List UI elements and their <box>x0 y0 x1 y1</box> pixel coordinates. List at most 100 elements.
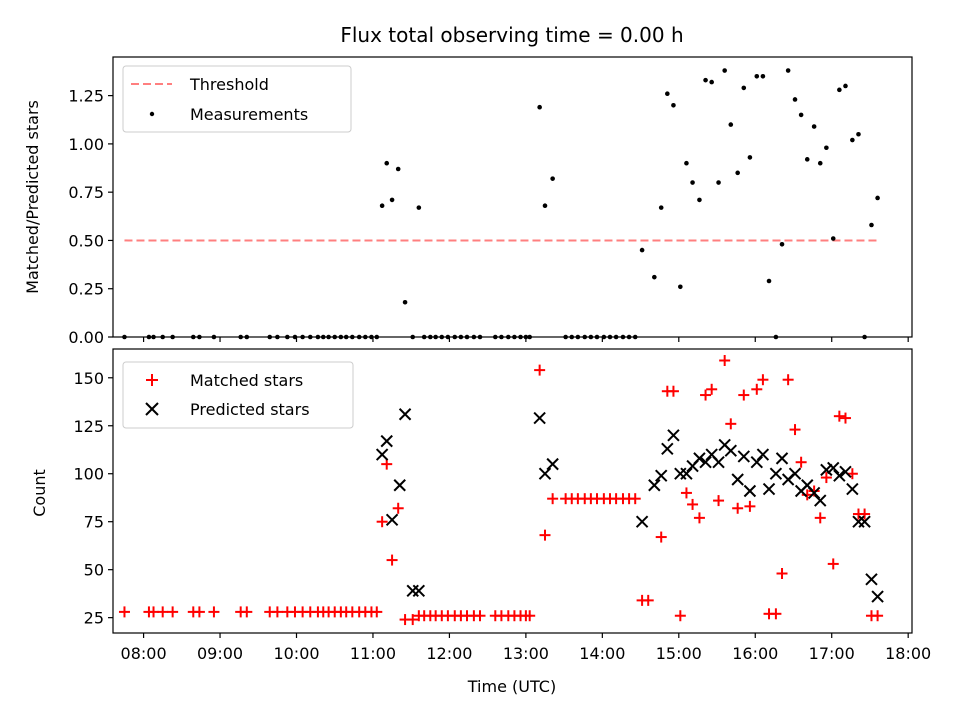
top-y-tick-label: 1.00 <box>68 135 104 154</box>
bottom-y-tick-label: 75 <box>84 513 104 532</box>
measurements-point <box>356 334 362 340</box>
measurements-point <box>588 334 594 340</box>
measurements-point <box>817 160 823 166</box>
bottom-plot-area: 08:00 09:00 10:00 11:00 12:00 13:00 14:00 15:00… <box>73 348 931 663</box>
top-legend: Threshold Measurements <box>122 65 352 133</box>
measurements-point <box>505 334 511 340</box>
x-tick-label: 14:00 <box>579 644 625 663</box>
matched-stars-point <box>667 385 679 397</box>
predicted-stars-point <box>661 442 674 455</box>
matched-stars-point <box>738 389 750 401</box>
measurements-point <box>445 334 451 340</box>
measurements-point <box>512 334 517 340</box>
matched-stars-point <box>376 516 388 528</box>
bottom-y-tick-label: 100 <box>73 465 104 484</box>
predicted-stars-point <box>865 573 878 586</box>
measurements-point <box>563 334 568 340</box>
measurements-point <box>343 334 349 340</box>
measurements-point <box>735 170 740 176</box>
predicted-stars-point <box>839 465 852 479</box>
predicted-stars-point <box>693 452 706 465</box>
measurements-point <box>542 203 548 208</box>
measurements-point <box>320 334 326 340</box>
measurements-point <box>537 104 542 110</box>
predicted-stars-point <box>412 584 426 597</box>
measurements-point <box>613 334 619 340</box>
legend-matched-label: Matched stars <box>190 371 303 390</box>
matched-stars-point <box>808 485 820 497</box>
measurements-point <box>697 197 702 203</box>
matched-stars-point <box>386 554 398 566</box>
predicted-stars-point <box>680 467 693 480</box>
matched-stars-point <box>719 355 731 367</box>
measurements-point <box>869 222 874 228</box>
measurements-point <box>307 334 313 340</box>
predicted-stars-point <box>750 456 763 469</box>
measurements-point <box>523 334 529 340</box>
matched-stars-point <box>687 498 699 510</box>
bottom-legend-frame <box>122 361 354 429</box>
measurements-point <box>433 334 438 340</box>
predicted-stars-point <box>775 452 789 465</box>
measurements-point <box>428 334 433 340</box>
predicted-stars-point <box>807 486 821 500</box>
matched-stars-point <box>118 606 130 618</box>
top-y-tick-label: 0.75 <box>68 183 104 202</box>
bottom-y-axis-label: Count <box>30 469 49 517</box>
matched-stars-point <box>744 500 756 512</box>
measurements-point <box>754 74 760 79</box>
measurements-point <box>620 334 626 340</box>
matched-stars-point <box>534 364 546 376</box>
bottom-y-tick-label: 125 <box>73 417 104 436</box>
top-y-tick-label: 0.25 <box>68 280 104 299</box>
measurements-point <box>830 236 836 241</box>
predicted-stars-point <box>769 467 783 480</box>
measurements-point <box>722 68 727 73</box>
matched-stars-point <box>820 472 832 484</box>
predicted-stars-point <box>788 467 802 480</box>
predicted-stars-point <box>846 482 859 496</box>
measurements-point <box>671 102 676 108</box>
predicted-stars-point <box>533 411 546 425</box>
predicted-stars-point <box>743 484 757 498</box>
matched-stars-point <box>241 606 253 618</box>
measurements-point <box>607 334 613 340</box>
measurements-point <box>458 334 464 340</box>
matched-stars-point <box>680 487 692 499</box>
measurements-point <box>639 247 645 253</box>
measurements-point <box>779 242 785 247</box>
predicted-stars-point <box>380 434 393 448</box>
measurements-point <box>439 334 445 340</box>
measurements-point <box>804 157 810 162</box>
measurements-point <box>379 203 385 208</box>
measurements-point <box>190 334 196 340</box>
measurements-point <box>267 334 273 340</box>
predicted-stars-point <box>731 473 744 486</box>
measurements-point <box>850 137 855 143</box>
measurements-point <box>402 299 408 305</box>
measurements-point <box>798 112 804 118</box>
measurements-point <box>527 334 533 340</box>
measurements-point <box>275 334 280 340</box>
predicted-stars-point <box>756 448 770 461</box>
matched-stars-point <box>655 531 667 543</box>
top-y-axis-label: Matched/Predicted stars <box>23 100 42 294</box>
measurements-point <box>569 334 575 340</box>
measurements-point <box>350 334 355 340</box>
measurements-point <box>518 334 523 340</box>
measurements-point <box>146 334 152 340</box>
measurements-point <box>601 334 607 340</box>
measurements-point <box>292 334 298 340</box>
x-tick-label: 17:00 <box>809 644 855 663</box>
measurements-point <box>369 334 374 340</box>
matched-stars-point <box>193 606 205 618</box>
predicted-stars-point <box>385 513 399 526</box>
measurements-point <box>326 334 331 340</box>
legend-matched-swatch <box>146 374 158 386</box>
matched-stars-point <box>693 512 705 524</box>
measurements-point <box>197 334 202 340</box>
measurements-point <box>211 334 217 340</box>
matched-stars-point <box>700 389 712 401</box>
matched-stars-point <box>770 608 782 620</box>
